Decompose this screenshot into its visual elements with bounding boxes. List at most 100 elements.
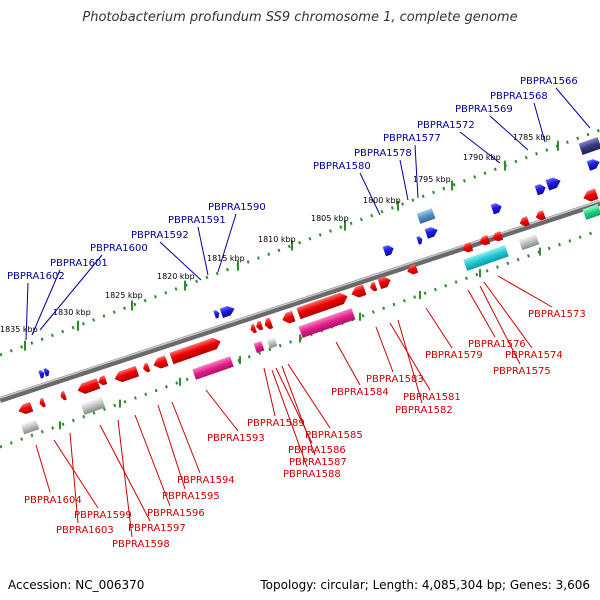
gene-label-top[interactable]: PBPRA1568: [490, 91, 548, 102]
gene-label-bottom[interactable]: PBPRA1596: [147, 508, 205, 519]
gene-label-bottom[interactable]: PBPRA1595: [162, 491, 220, 502]
gene-label-top[interactable]: PBPRA1590: [208, 202, 266, 213]
gene-arrow-red[interactable]: [249, 323, 257, 334]
gene-label-top[interactable]: PBPRA1600: [90, 243, 148, 254]
gene-arrow-red[interactable]: [296, 291, 349, 320]
gene-arrow-red[interactable]: [518, 216, 530, 227]
gene-arrow-red[interactable]: [406, 264, 419, 276]
gene-label-top[interactable]: PBPRA1601: [50, 258, 108, 269]
gene-arrow-steel[interactable]: [416, 208, 436, 224]
gene-arrow-red[interactable]: [263, 317, 274, 331]
gene-arrow-red[interactable]: [350, 284, 367, 299]
gene-arrow-red[interactable]: [255, 320, 264, 331]
gene-label-bottom[interactable]: PBPRA1574: [505, 350, 563, 361]
gene-arrow-red[interactable]: [478, 235, 491, 247]
gene-label-bottom[interactable]: PBPRA1594: [177, 475, 235, 486]
gene-arrow-red[interactable]: [76, 378, 101, 396]
gene-label-bottom[interactable]: PBPRA1588: [283, 469, 341, 480]
gene-arrow-cyan[interactable]: [463, 245, 509, 271]
gene-arrow-blue[interactable]: [545, 175, 563, 191]
gene-arrow-pink[interactable]: [253, 340, 265, 354]
gene-arrow-red[interactable]: [534, 210, 546, 221]
kbp-label: 1795 kbp: [413, 175, 451, 184]
gene-arrow-red[interactable]: [17, 401, 34, 416]
gene-label-bottom[interactable]: PBPRA1586: [288, 445, 346, 456]
gene-label-top[interactable]: PBPRA1578: [354, 148, 412, 159]
gene-arrow-gray[interactable]: [518, 233, 540, 251]
gene-arrow-red[interactable]: [377, 275, 393, 290]
gene-label-bottom[interactable]: PBPRA1583: [366, 374, 424, 385]
leader-line: [335, 341, 361, 386]
gene-arrow-blue[interactable]: [43, 367, 50, 377]
leader-line: [533, 102, 546, 143]
gene-label-bottom[interactable]: PBPRA1603: [56, 525, 114, 536]
gene-arrow-pink[interactable]: [192, 356, 234, 380]
gene-arrow-blue[interactable]: [382, 244, 396, 257]
leader-line: [35, 444, 51, 493]
gene-label-bottom[interactable]: PBPRA1604: [24, 495, 82, 506]
gene-arrow-red[interactable]: [59, 390, 67, 401]
kbp-label: 1805 kbp: [311, 214, 349, 223]
gene-arrow-red[interactable]: [152, 355, 169, 370]
gene-arrow-red[interactable]: [38, 397, 46, 408]
gene-arrow-red[interactable]: [97, 375, 108, 386]
gene-arrow-blue[interactable]: [213, 309, 220, 319]
gene-label-bottom[interactable]: PBPRA1584: [331, 387, 389, 398]
gene-label-bottom[interactable]: PBPRA1597: [128, 523, 186, 534]
gene-label-bottom[interactable]: PBPRA1593: [207, 433, 265, 444]
upper-dotted-track: [0, 128, 600, 357]
gene-label-top[interactable]: PBPRA1591: [168, 215, 226, 226]
gene-label-bottom[interactable]: PBPRA1581: [403, 392, 461, 403]
gene-arrow-pink[interactable]: [298, 308, 356, 338]
gene-arrow-blue[interactable]: [490, 202, 504, 215]
gene-label-bottom[interactable]: PBPRA1579: [425, 350, 483, 361]
gene-label-top[interactable]: PBPRA1566: [520, 76, 578, 87]
gene-arrow-red[interactable]: [113, 365, 140, 384]
gene-label-bottom[interactable]: PBPRA1589: [247, 418, 305, 429]
kbp-label: 1815 kbp: [207, 254, 245, 263]
gene-arrow-red[interactable]: [491, 231, 504, 243]
gene-label-bottom[interactable]: PBPRA1575: [493, 366, 551, 377]
gene-features: [17, 137, 600, 435]
gene-arrow-red[interactable]: [142, 362, 151, 373]
gene-arrow-gray[interactable]: [20, 419, 40, 435]
gene-label-bottom[interactable]: PBPRA1598: [112, 539, 170, 550]
gene-arrow-blue[interactable]: [586, 157, 600, 171]
gene-arrow-green[interactable]: [582, 204, 600, 220]
kbp-label: 1825 kbp: [105, 291, 143, 300]
gene-arrow-red[interactable]: [461, 242, 474, 254]
leader-line: [483, 281, 533, 349]
gene-label-bottom[interactable]: PBPRA1587: [289, 457, 347, 468]
leader-line: [375, 326, 394, 373]
gene-label-bottom[interactable]: PBPRA1573: [528, 309, 586, 320]
leader-line: [479, 285, 521, 365]
gene-arrow-red[interactable]: [169, 336, 222, 365]
leader-line: [397, 319, 423, 404]
gene-label-top[interactable]: PBPRA1569: [455, 104, 513, 115]
gene-label-top[interactable]: PBPRA1592: [131, 230, 189, 241]
gene-label-bottom[interactable]: PBPRA1599: [74, 510, 132, 521]
gene-label-bottom[interactable]: PBPRA1585: [305, 430, 363, 441]
page-title: Photobacterium profundum SS9 chromosome …: [82, 10, 518, 25]
gene-arrow-gray[interactable]: [80, 397, 106, 415]
gene-label-top[interactable]: PBPRA1580: [313, 161, 371, 172]
gene-arrow-red[interactable]: [369, 281, 378, 292]
leader-line: [389, 322, 431, 391]
gene-label-bottom[interactable]: PBPRA1576: [468, 339, 526, 350]
gene-arrow-navy[interactable]: [578, 137, 600, 155]
gene-arrow-red[interactable]: [582, 188, 599, 203]
gene-label-top[interactable]: PBPRA1602: [7, 271, 65, 282]
gene-arrow-red[interactable]: [281, 310, 296, 325]
gene-arrow-blue[interactable]: [424, 225, 440, 239]
gene-arrow-blue[interactable]: [416, 235, 423, 245]
kbp-label: 1810 kbp: [258, 235, 296, 244]
gene-label-top[interactable]: PBPRA1577: [383, 133, 441, 144]
gene-arrow-blue[interactable]: [38, 369, 45, 379]
gene-arrow-blue[interactable]: [534, 183, 548, 196]
leader-line: [197, 226, 209, 276]
gene-label-bottom[interactable]: PBPRA1582: [395, 405, 453, 416]
gene-arrow-gray[interactable]: [266, 337, 278, 349]
gene-arrow-blue[interactable]: [219, 304, 237, 319]
leader-line: [359, 172, 381, 216]
gene-label-top[interactable]: PBPRA1572: [417, 120, 475, 131]
